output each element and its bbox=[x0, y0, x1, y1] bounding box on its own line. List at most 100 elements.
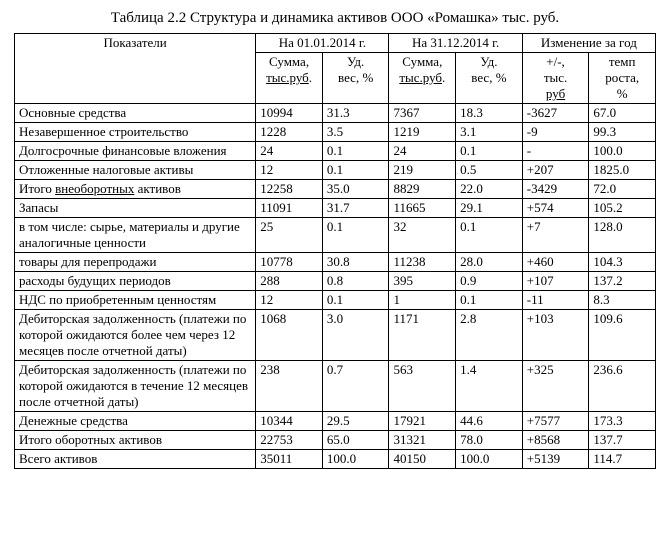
cell-r: 109.6 bbox=[589, 310, 656, 361]
cell-s1: 10994 bbox=[256, 104, 323, 123]
table-row: в том числе: сырье, материалы и другие а… bbox=[15, 218, 656, 253]
table-row: Долгосрочные финансовые вложения240.1240… bbox=[15, 142, 656, 161]
cell-d: +574 bbox=[522, 199, 589, 218]
cell-w1: 0.7 bbox=[322, 361, 389, 412]
cell-s1: 12258 bbox=[256, 180, 323, 199]
cell-w2: 44.6 bbox=[456, 412, 523, 431]
cell-s1: 1228 bbox=[256, 123, 323, 142]
cell-s2: 24 bbox=[389, 142, 456, 161]
row-label: Основные средства bbox=[15, 104, 256, 123]
table-row: расходы будущих периодов2880.83950.9+107… bbox=[15, 272, 656, 291]
row-label: в том числе: сырье, материалы и другие а… bbox=[15, 218, 256, 253]
table-row: Дебиторская задолженность (платежи по ко… bbox=[15, 361, 656, 412]
header-weight1: Уд.вес, % bbox=[322, 53, 389, 104]
cell-w1: 31.7 bbox=[322, 199, 389, 218]
table-row: Всего активов35011100.040150100.0+513911… bbox=[15, 450, 656, 469]
cell-w2: 0.1 bbox=[456, 291, 523, 310]
header-period2: На 31.12.2014 г. bbox=[389, 34, 522, 53]
header-indicators: Показатели bbox=[15, 34, 256, 104]
cell-w2: 28.0 bbox=[456, 253, 523, 272]
table-row: НДС по приобретенным ценностям120.110.1-… bbox=[15, 291, 656, 310]
cell-r: 128.0 bbox=[589, 218, 656, 253]
table-row: Незавершенное строительство12283.512193.… bbox=[15, 123, 656, 142]
table-row: Основные средства1099431.3736718.3-36276… bbox=[15, 104, 656, 123]
cell-s1: 25 bbox=[256, 218, 323, 253]
table-row: Запасы1109131.71166529.1+574105.2 bbox=[15, 199, 656, 218]
cell-s2: 1171 bbox=[389, 310, 456, 361]
cell-d: +7 bbox=[522, 218, 589, 253]
cell-s1: 1068 bbox=[256, 310, 323, 361]
cell-r: 1825.0 bbox=[589, 161, 656, 180]
header-weight2: Уд.вес, % bbox=[456, 53, 523, 104]
cell-w2: 0.9 bbox=[456, 272, 523, 291]
cell-w2: 0.5 bbox=[456, 161, 523, 180]
cell-w1: 0.1 bbox=[322, 291, 389, 310]
row-label: товары для перепродажи bbox=[15, 253, 256, 272]
cell-w2: 22.0 bbox=[456, 180, 523, 199]
cell-r: 236.6 bbox=[589, 361, 656, 412]
header-rate: темпроста,% bbox=[589, 53, 656, 104]
cell-w2: 2.8 bbox=[456, 310, 523, 361]
cell-s1: 238 bbox=[256, 361, 323, 412]
cell-w2: 0.1 bbox=[456, 218, 523, 253]
cell-r: 137.2 bbox=[589, 272, 656, 291]
table-row: Отложенные налоговые активы120.12190.5+2… bbox=[15, 161, 656, 180]
cell-s2: 1 bbox=[389, 291, 456, 310]
cell-s2: 17921 bbox=[389, 412, 456, 431]
table-row: Денежные средства1034429.51792144.6+7577… bbox=[15, 412, 656, 431]
cell-r: 99.3 bbox=[589, 123, 656, 142]
row-label: Всего активов bbox=[15, 450, 256, 469]
assets-table: Показатели На 01.01.2014 г. На 31.12.201… bbox=[14, 33, 656, 469]
cell-w2: 29.1 bbox=[456, 199, 523, 218]
cell-d: +460 bbox=[522, 253, 589, 272]
cell-d: +5139 bbox=[522, 450, 589, 469]
cell-s2: 31321 bbox=[389, 431, 456, 450]
cell-w1: 29.5 bbox=[322, 412, 389, 431]
row-label: Отложенные налоговые активы bbox=[15, 161, 256, 180]
cell-d: +325 bbox=[522, 361, 589, 412]
row-label: Незавершенное строительство bbox=[15, 123, 256, 142]
cell-s2: 32 bbox=[389, 218, 456, 253]
cell-s1: 12 bbox=[256, 161, 323, 180]
header-change: Изменение за год bbox=[522, 34, 655, 53]
cell-s1: 22753 bbox=[256, 431, 323, 450]
cell-s2: 11238 bbox=[389, 253, 456, 272]
cell-r: 100.0 bbox=[589, 142, 656, 161]
cell-r: 72.0 bbox=[589, 180, 656, 199]
cell-s2: 1219 bbox=[389, 123, 456, 142]
row-label: Долгосрочные финансовые вложения bbox=[15, 142, 256, 161]
cell-w2: 78.0 bbox=[456, 431, 523, 450]
cell-r: 105.2 bbox=[589, 199, 656, 218]
cell-s2: 8829 bbox=[389, 180, 456, 199]
cell-w2: 100.0 bbox=[456, 450, 523, 469]
table-title: Таблица 2.2 Структура и динамика активов… bbox=[14, 10, 656, 27]
row-label: расходы будущих периодов bbox=[15, 272, 256, 291]
cell-s2: 40150 bbox=[389, 450, 456, 469]
cell-w1: 31.3 bbox=[322, 104, 389, 123]
cell-w2: 1.4 bbox=[456, 361, 523, 412]
cell-w2: 3.1 bbox=[456, 123, 523, 142]
cell-s1: 10778 bbox=[256, 253, 323, 272]
cell-r: 104.3 bbox=[589, 253, 656, 272]
cell-d: -3627 bbox=[522, 104, 589, 123]
table-row: Итого внеоборотных активов1225835.088292… bbox=[15, 180, 656, 199]
cell-w2: 0.1 bbox=[456, 142, 523, 161]
cell-d: +8568 bbox=[522, 431, 589, 450]
cell-d: +103 bbox=[522, 310, 589, 361]
row-label: Дебиторская задолженность (платежи по ко… bbox=[15, 310, 256, 361]
row-label: Дебиторская задолженность (платежи по ко… bbox=[15, 361, 256, 412]
cell-r: 114.7 bbox=[589, 450, 656, 469]
header-sum2: Сумма,тыс.руб. bbox=[389, 53, 456, 104]
cell-w1: 3.0 bbox=[322, 310, 389, 361]
cell-r: 8.3 bbox=[589, 291, 656, 310]
cell-s1: 35011 bbox=[256, 450, 323, 469]
row-label: Итого оборотных активов bbox=[15, 431, 256, 450]
cell-w1: 65.0 bbox=[322, 431, 389, 450]
cell-w1: 35.0 bbox=[322, 180, 389, 199]
cell-s1: 11091 bbox=[256, 199, 323, 218]
cell-w1: 3.5 bbox=[322, 123, 389, 142]
header-delta: +/-,тыс.руб bbox=[522, 53, 589, 104]
cell-d: -9 bbox=[522, 123, 589, 142]
cell-s2: 395 bbox=[389, 272, 456, 291]
cell-w1: 0.8 bbox=[322, 272, 389, 291]
